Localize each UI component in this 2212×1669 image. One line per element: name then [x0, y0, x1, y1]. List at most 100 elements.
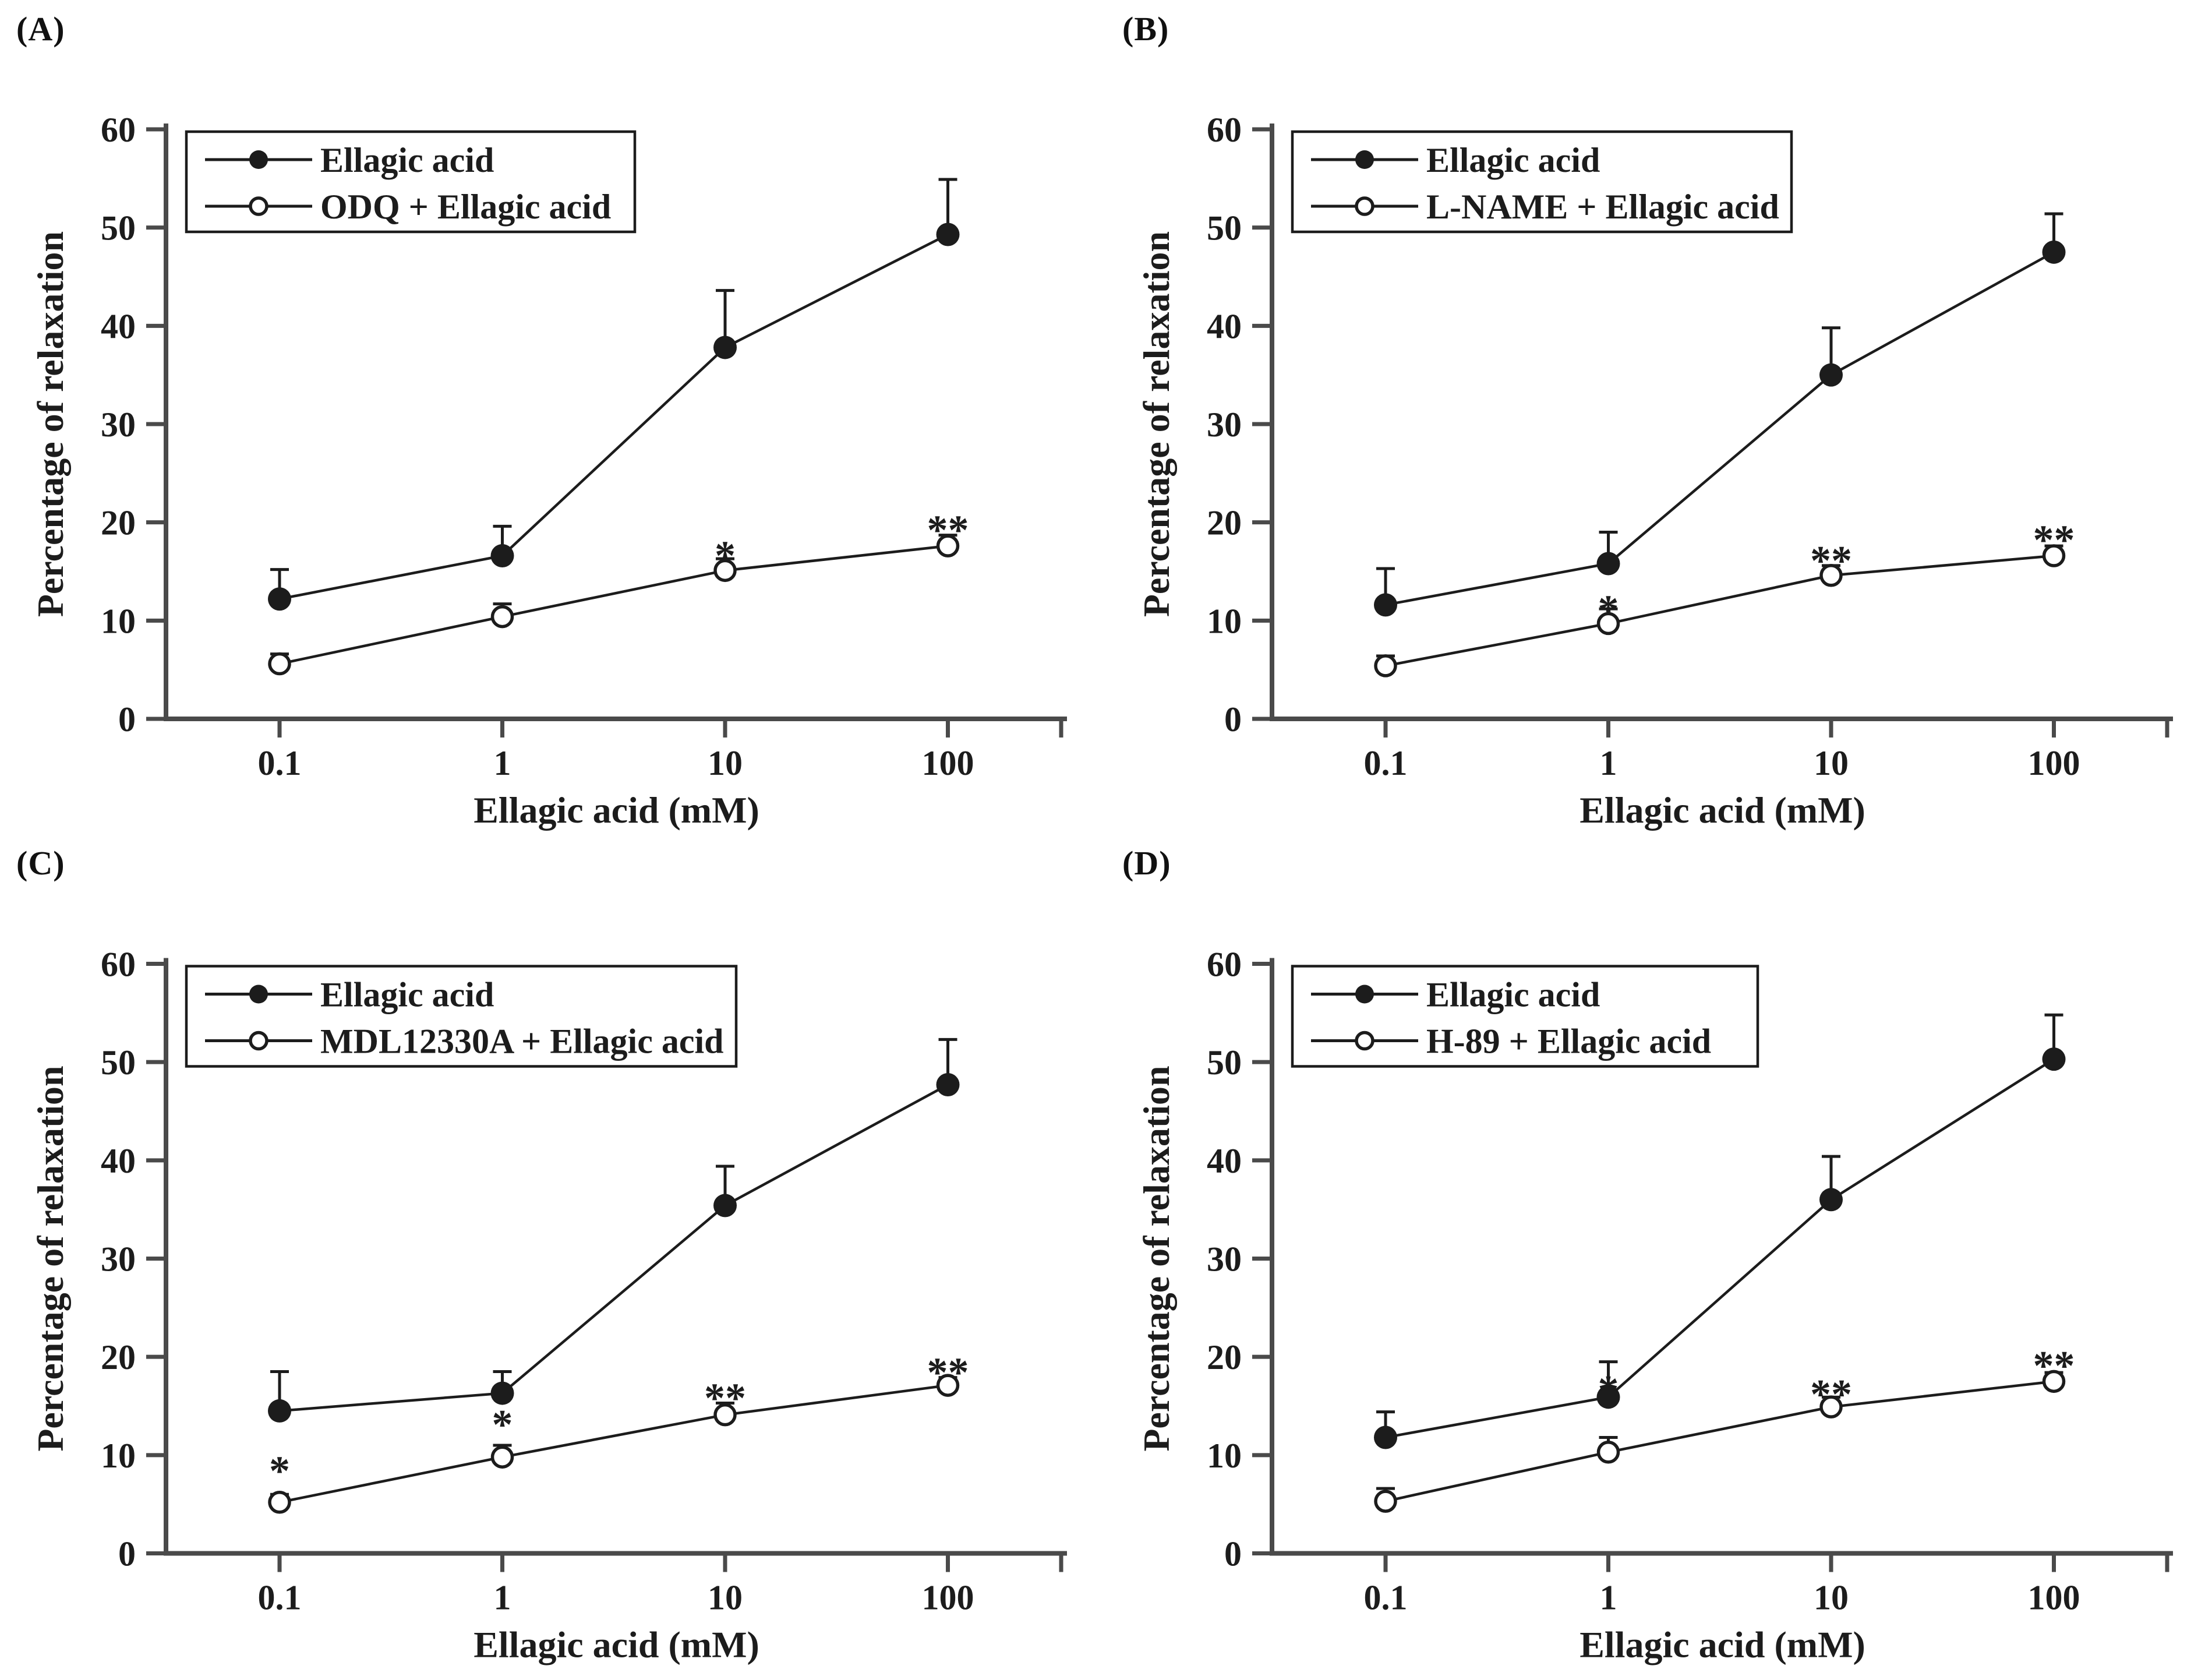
filled-circle-marker [713, 1194, 737, 1218]
panel-A: 0 10 20 30 40 50 60 0.1 1 10 100 Percentage of rela… [0, 0, 1106, 834]
series-control [270, 1038, 957, 1413]
y-axis-title: Percentage of relaxation [30, 1065, 71, 1451]
series-line [1385, 1058, 2055, 1439]
x-tick-label: 0.1 [1364, 744, 1408, 782]
open-circle-marker [268, 652, 291, 676]
open-circle-marker [2042, 1370, 2066, 1393]
filled-circle-marker [268, 1399, 291, 1423]
series-inhibitor [1376, 544, 2063, 668]
significance-marker: * [1598, 587, 1619, 633]
legend: Ellagic acid MDL12330A + Ellagic acid [185, 965, 738, 1068]
series-inhibitor [270, 1376, 957, 1504]
line-chart-LNAME: 0 10 20 30 40 50 60 0.1 1 10 100 Percentage of rela… [1136, 111, 2173, 831]
x-tick-label: 100 [922, 744, 974, 782]
y-tick-label: 60 [1207, 945, 1242, 984]
y-tick-label: 0 [118, 700, 136, 739]
legend-label: Ellagic acid [320, 976, 494, 1014]
legend-label: MDL12330A + Ellagic acid [320, 1022, 724, 1061]
filled-circle-marker [1819, 1188, 1843, 1212]
significance-marker: ** [704, 1375, 746, 1421]
open-circle-marker [490, 605, 514, 629]
legend-marker [1355, 1031, 1374, 1051]
y-tick-label: 20 [101, 1338, 136, 1377]
series-inhibitor [1376, 1371, 2063, 1503]
significance-marker: ** [2033, 1342, 2075, 1389]
filled-circle-marker [1596, 1385, 1620, 1409]
series-line [1385, 250, 2055, 606]
filled-circle-marker [490, 544, 514, 568]
legend-label: L-NAME + Ellagic acid [1426, 188, 1779, 226]
x-tick-label: 100 [2028, 1579, 2080, 1617]
filled-circle-marker [490, 1381, 514, 1405]
filled-circle-marker [713, 336, 737, 359]
x-tick-label: 1 [1600, 744, 1617, 782]
y-tick-label: 30 [101, 405, 136, 444]
x-tick-label: 10 [1814, 744, 1849, 782]
legend-label: ODQ + Ellagic acid [320, 188, 611, 226]
x-tick-label: 10 [708, 1579, 743, 1617]
open-circle-marker [713, 1403, 737, 1427]
x-tick-label: 10 [708, 744, 743, 782]
x-tick-label: 1 [494, 1579, 511, 1617]
x-tick-label: 100 [2028, 744, 2080, 782]
series-control [1376, 212, 2063, 606]
filled-circle-marker [268, 587, 291, 611]
y-tick-label: 40 [1207, 307, 1242, 345]
x-tick-label: 0.1 [258, 744, 302, 782]
open-circle-marker [936, 534, 960, 557]
y-tick-label: 10 [101, 1437, 136, 1475]
filled-circle-marker [1374, 593, 1397, 617]
legend-box [185, 965, 738, 1068]
filled-circle-marker [936, 223, 960, 246]
y-axis-title: Percentage of relaxation [30, 231, 71, 617]
series-line [279, 1083, 949, 1413]
legend-label: Ellagic acid [320, 141, 494, 179]
x-tick-label: 100 [922, 1579, 974, 1617]
legend-label: H-89 + Ellagic acid [1426, 1022, 1711, 1061]
legend-box [1291, 130, 1793, 234]
series-control [1376, 1013, 2063, 1439]
y-tick-label: 10 [101, 602, 136, 640]
y-tick-label: 20 [1207, 1338, 1242, 1377]
open-circle-marker [1819, 563, 1843, 587]
y-tick-label: 10 [1207, 602, 1242, 640]
legend-label: Ellagic acid [1426, 976, 1600, 1014]
legend-label: Ellagic acid [1426, 141, 1600, 179]
x-tick-label: 0.1 [258, 1579, 302, 1617]
line-chart-H89: 0 10 20 30 40 50 60 0.1 1 10 100 Percentage of rela… [1136, 945, 2173, 1666]
y-tick-label: 50 [1207, 209, 1242, 248]
y-axis-title: Percentage of relaxation [1136, 1065, 1177, 1451]
legend-marker [1355, 196, 1374, 216]
open-circle-marker [1819, 1395, 1843, 1419]
y-tick-label: 50 [1207, 1043, 1242, 1082]
y-tick-label: 40 [1207, 1142, 1242, 1180]
y-tick-label: 0 [1224, 700, 1242, 739]
series-line [279, 544, 948, 665]
line-chart-MDL12330A: 0 10 20 30 40 50 60 0.1 1 10 100 Percentage of rela… [30, 945, 1067, 1666]
significance-marker: ** [1810, 1371, 1852, 1417]
panel-B: 0 10 20 30 40 50 60 0.1 1 10 100 Percentage of rela… [1106, 0, 2212, 834]
legend-marker [1355, 985, 1374, 1004]
y-tick-label: 40 [101, 307, 136, 345]
y-tick-label: 20 [101, 504, 136, 542]
series-line [279, 233, 949, 601]
open-circle-marker [1596, 1441, 1620, 1464]
x-axis-title: Ellagic acid (mM) [1580, 1624, 1865, 1666]
legend-box [1291, 965, 1759, 1068]
open-circle-marker [268, 1491, 291, 1514]
y-tick-label: 60 [101, 111, 136, 149]
x-tick-label: 10 [1814, 1579, 1849, 1617]
x-axis-title: Ellagic acid (mM) [1580, 789, 1865, 831]
series-control [270, 178, 957, 601]
open-circle-marker [936, 1374, 960, 1397]
x-axis-title: Ellagic acid (mM) [474, 1624, 759, 1666]
y-tick-label: 10 [1207, 1437, 1242, 1475]
significance-marker: ** [927, 507, 969, 553]
panel-label-A: (A) [16, 10, 65, 48]
filled-circle-marker [1374, 1425, 1397, 1449]
open-circle-marker [1374, 1490, 1397, 1513]
open-circle-marker [2042, 544, 2066, 567]
panel-C: 0 10 20 30 40 50 60 0.1 1 10 100 Percentage of rela… [0, 834, 1106, 1669]
filled-circle-marker [1819, 363, 1843, 387]
